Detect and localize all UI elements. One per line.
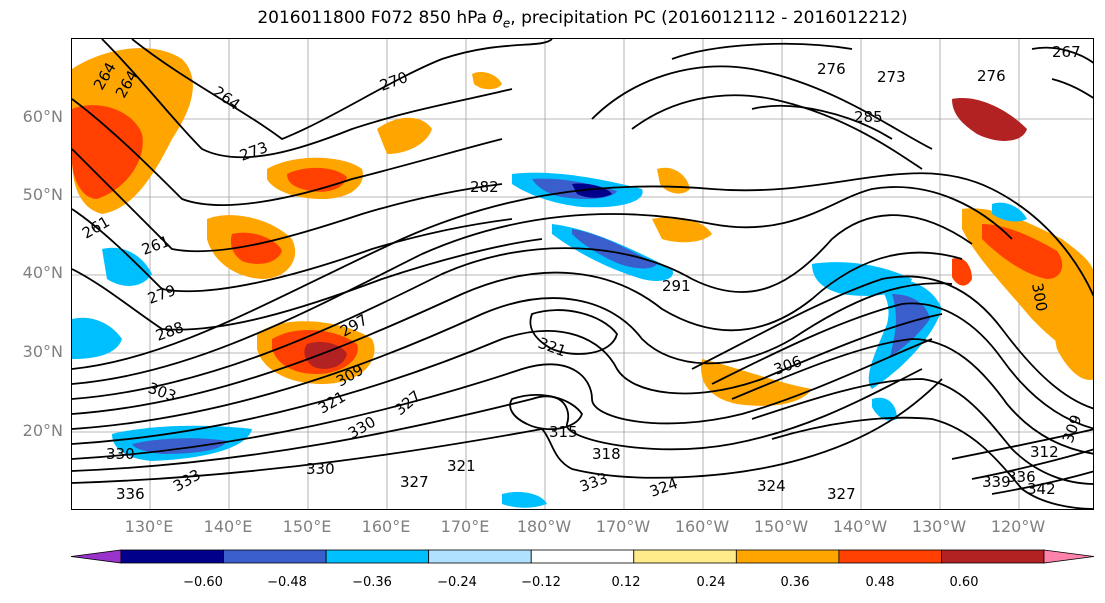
contour-label: 327 bbox=[400, 473, 429, 491]
contour-label: 276 bbox=[977, 67, 1006, 85]
lon-label-120w: 120°W bbox=[990, 517, 1046, 536]
contour-label: 330 bbox=[306, 460, 335, 478]
lon-label-180w: 180°W bbox=[516, 517, 572, 536]
lon-label-170w: 170°W bbox=[595, 517, 651, 536]
lon-label-150e: 150°E bbox=[282, 517, 332, 536]
contour-label: 312 bbox=[1030, 443, 1059, 461]
contour-label: 333 bbox=[170, 466, 204, 496]
contour-label: 339 bbox=[982, 473, 1011, 491]
contour-label: 291 bbox=[662, 277, 691, 295]
lon-label-140w: 140°W bbox=[832, 517, 888, 536]
contour-label: 273 bbox=[237, 138, 270, 165]
lon-label-130e: 130°E bbox=[124, 517, 174, 536]
colorbar-cell bbox=[838, 549, 942, 564]
colorbar-cell bbox=[735, 549, 840, 564]
colorbar-label: −0.60 bbox=[183, 575, 223, 590]
colorbar-label: −0.48 bbox=[267, 575, 307, 590]
map-panel: 264 264 264 270 276 273 276 267 261 273 … bbox=[71, 38, 1094, 510]
contour-label: 261 bbox=[139, 232, 172, 259]
colorbar-label: 0.36 bbox=[780, 575, 810, 590]
contour-label: 321 bbox=[447, 457, 476, 475]
colorbar-extend-low bbox=[70, 549, 122, 564]
lat-label-50n: 50°N bbox=[22, 185, 63, 204]
map-title: 2016011800 F072 850 hPa θe, precipitatio… bbox=[257, 8, 908, 31]
theta-e-precipitation-map: 264 264 264 270 276 273 276 267 261 273 … bbox=[72, 39, 1093, 509]
colorbar-label: 0.48 bbox=[865, 575, 895, 590]
lon-label-130w: 130°W bbox=[911, 517, 967, 536]
lon-label-150w: 150°W bbox=[753, 517, 809, 536]
colorbar-cell bbox=[325, 549, 430, 564]
contour-label: 321 bbox=[315, 388, 349, 418]
colorbar-cell bbox=[633, 549, 737, 564]
precip-positive-regions bbox=[72, 48, 1093, 406]
contour-label: 282 bbox=[470, 178, 499, 196]
colorbar-label: −0.36 bbox=[352, 575, 392, 590]
theta-e-contours bbox=[72, 39, 1093, 509]
contour-label: 273 bbox=[877, 68, 906, 86]
lon-label-160e: 160°E bbox=[361, 517, 411, 536]
colorbar-cell bbox=[428, 549, 532, 564]
lat-label-20n: 20°N bbox=[22, 421, 63, 440]
contour-label: 336 bbox=[116, 485, 145, 503]
colorbar-label: 0.60 bbox=[949, 575, 979, 590]
contour-label: 318 bbox=[592, 445, 621, 463]
contour-label: 327 bbox=[827, 485, 856, 503]
colorbar-extend-high bbox=[1043, 549, 1095, 564]
contour-label: 321 bbox=[536, 334, 569, 361]
colorbar-label: 0.12 bbox=[611, 575, 641, 590]
colorbar-cell bbox=[120, 549, 224, 564]
lat-label-40n: 40°N bbox=[22, 263, 63, 282]
colorbar-cell bbox=[530, 549, 635, 564]
contour-label: 276 bbox=[817, 60, 846, 78]
contour-label: 324 bbox=[757, 477, 786, 495]
contour-label: 306 bbox=[771, 352, 804, 379]
lon-label-160w: 160°W bbox=[674, 517, 730, 536]
contour-label: 327 bbox=[391, 387, 425, 419]
contour-label: 333 bbox=[577, 469, 610, 496]
contour-label: 300 bbox=[1028, 282, 1051, 313]
contour-label: 270 bbox=[377, 68, 410, 95]
lat-label-30n: 30°N bbox=[22, 342, 63, 361]
contour-label: 285 bbox=[854, 108, 883, 126]
colorbar-label: −0.24 bbox=[437, 575, 477, 590]
contour-label: 267 bbox=[1052, 43, 1081, 61]
contour-label: 330 bbox=[106, 445, 135, 463]
lon-label-140e: 140°E bbox=[203, 517, 253, 536]
lon-label-170e: 170°E bbox=[440, 517, 490, 536]
lat-label-60n: 60°N bbox=[22, 107, 63, 126]
contour-label: 315 bbox=[549, 423, 578, 441]
colorbar-cell bbox=[941, 549, 1045, 564]
contour-label: 336 bbox=[1007, 468, 1036, 486]
contour-label: 342 bbox=[1027, 480, 1056, 498]
colorbar-label: −0.12 bbox=[521, 575, 561, 590]
colorbar-cell bbox=[223, 549, 327, 564]
contour-label: 309 bbox=[1059, 412, 1086, 445]
colorbar-label: 0.24 bbox=[696, 575, 726, 590]
